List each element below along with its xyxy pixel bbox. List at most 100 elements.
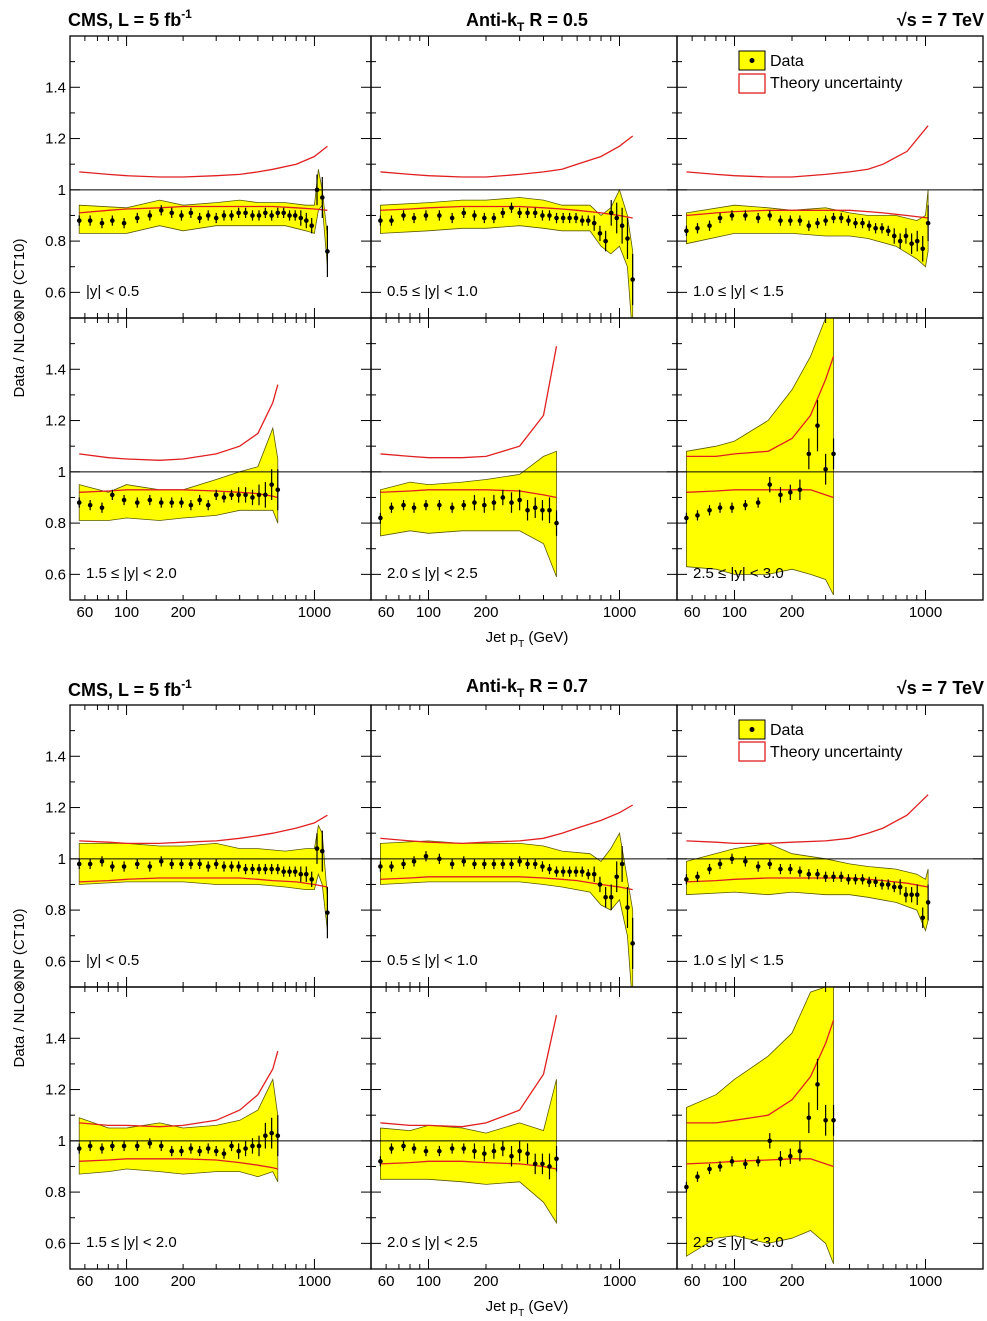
data-point — [914, 892, 920, 898]
data-point — [491, 215, 497, 221]
data-point — [509, 205, 514, 211]
data-point — [179, 500, 184, 505]
data-point — [625, 236, 630, 241]
data-point — [755, 500, 761, 505]
data-point — [767, 1138, 773, 1144]
data-point — [797, 218, 803, 223]
y-tick-label: 0.6 — [45, 284, 66, 301]
data-point — [275, 210, 281, 216]
data-point — [319, 848, 325, 854]
data-point — [707, 223, 712, 229]
theory-curve — [79, 814, 328, 845]
rapidity-label: 2.5 ≤ |y| < 3.0 — [693, 565, 784, 582]
data-point — [547, 866, 552, 872]
x-tick-label: 200 — [473, 604, 498, 621]
data-point — [903, 892, 909, 898]
x-tick-label: 1000 — [909, 1273, 942, 1290]
data-point — [897, 238, 903, 244]
data-point — [591, 871, 597, 877]
panel-2: 1.0 ≤ |y| < 1.5 — [676, 704, 984, 988]
data-point — [914, 238, 920, 244]
legend-data-label: Data — [770, 722, 804, 739]
data-point — [743, 502, 748, 508]
data-point — [169, 500, 175, 505]
data-point — [630, 941, 635, 946]
data-point — [449, 505, 455, 511]
panel-frame — [676, 317, 984, 601]
data-point — [147, 1141, 153, 1146]
theory-curve — [380, 876, 633, 891]
data-point — [806, 451, 812, 457]
x-tick-label: 60 — [378, 604, 395, 621]
data-point — [903, 233, 909, 239]
data-point — [213, 492, 219, 498]
data-point — [250, 1143, 255, 1149]
x-tick-label: 200 — [779, 604, 804, 621]
theory-curve — [380, 1015, 558, 1128]
data-point — [292, 869, 298, 874]
data-point — [554, 520, 559, 526]
data-point — [491, 1148, 497, 1154]
data-point — [547, 507, 552, 513]
data-point — [76, 218, 82, 223]
data-point — [525, 1151, 530, 1156]
theory-curve — [79, 384, 279, 461]
data-point — [778, 1156, 783, 1162]
uncertainty-band — [686, 842, 929, 932]
data-point — [743, 1161, 748, 1167]
x-tick-label: 100 — [114, 604, 139, 621]
data-point — [169, 1148, 175, 1154]
panel-3: 0.6 0.8 1 1.2 1.4 60 100 200 1000 1.5 ≤ |y| < 2.0 — [45, 986, 372, 1290]
data-point — [205, 213, 211, 218]
data-point — [236, 492, 241, 498]
data-point — [449, 861, 455, 867]
x-tick-label: 1000 — [909, 604, 942, 621]
data-point — [597, 231, 603, 236]
theory-curve — [380, 346, 558, 459]
data-point — [517, 497, 522, 503]
data-point — [806, 223, 812, 229]
panel-0: 0.6 0.8 1 1.2 1.4 |y| < 0.5 — [45, 35, 372, 319]
x-tick-label: 1000 — [603, 1273, 636, 1290]
data-point — [554, 869, 559, 874]
data-point — [532, 861, 538, 867]
data-point — [815, 423, 820, 428]
y-tick-label: 1.4 — [45, 361, 66, 378]
data-point — [197, 215, 202, 221]
uncertainty-band — [686, 987, 834, 1265]
data-point — [491, 500, 497, 505]
data-point — [797, 869, 803, 874]
data-point — [630, 277, 635, 282]
data-point — [788, 490, 793, 495]
data-point — [263, 210, 268, 216]
data-point — [437, 1148, 442, 1154]
data-point — [121, 497, 127, 503]
data-point — [491, 861, 497, 867]
data-point — [619, 861, 625, 867]
data-point — [591, 220, 597, 226]
data-point — [707, 1166, 712, 1172]
data-point — [540, 507, 545, 513]
legend-data-marker — [749, 58, 755, 63]
x-axis-label: Jet pT (GeV) — [486, 629, 569, 650]
data-point — [461, 210, 467, 216]
data-point — [401, 213, 406, 218]
panel-plot-area — [677, 987, 983, 1265]
data-point — [121, 1143, 127, 1149]
data-point — [838, 874, 844, 880]
y-tick-label: 1.4 — [45, 748, 66, 765]
data-point — [389, 505, 394, 511]
data-point — [325, 249, 330, 254]
data-point — [603, 238, 608, 244]
rapidity-label: 0.5 ≤ |y| < 1.0 — [387, 283, 478, 300]
data-point — [500, 861, 506, 867]
theory-curve — [686, 125, 929, 178]
data-point — [482, 861, 487, 867]
data-point — [729, 505, 735, 511]
data-point — [243, 492, 248, 498]
data-point — [197, 861, 202, 867]
theory-curve — [686, 794, 929, 845]
data-point — [925, 900, 931, 905]
panel-frame — [69, 317, 372, 601]
y-tick-label: 1.2 — [45, 413, 66, 430]
